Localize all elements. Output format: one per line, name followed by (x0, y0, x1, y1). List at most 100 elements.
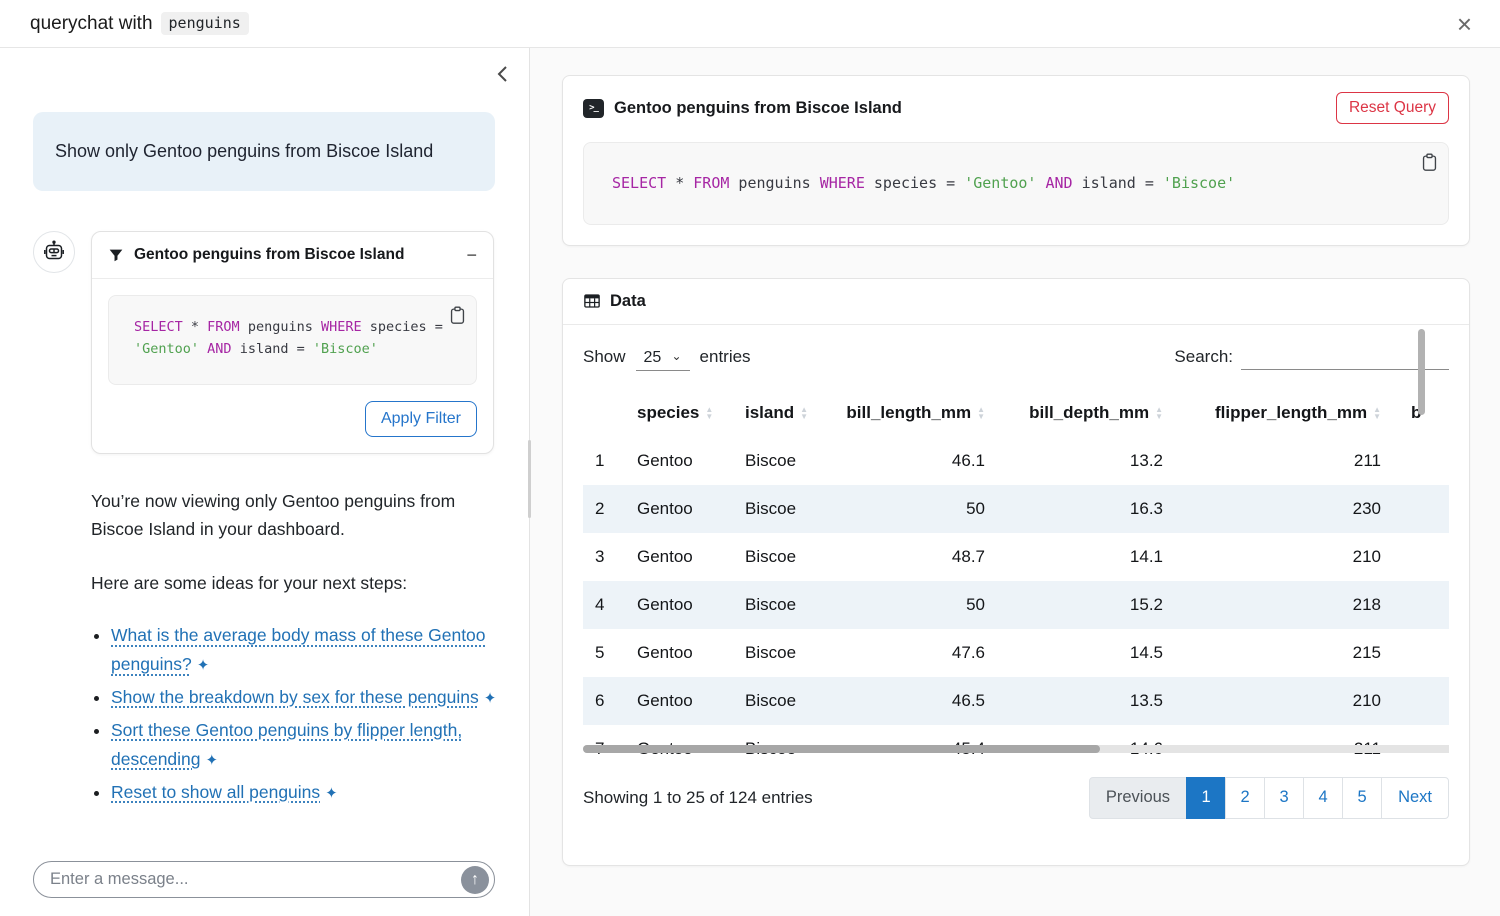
horizontal-scrollbar[interactable] (583, 744, 1449, 753)
col-header-index (583, 389, 625, 437)
table-scroll-container: species ▲ ▼ island ▲ ▼ bill_length_mm ▲ ▼ bill_de… (583, 389, 1449, 761)
sql-token: WHERE (819, 174, 865, 192)
col-header-island[interactable]: island ▲ ▼ (733, 389, 829, 437)
col-header-bill_length_mm[interactable]: bill_length_mm ▲ ▼ (829, 389, 1007, 437)
sql-token: 'Gentoo' (964, 174, 1037, 192)
table-row: 3 Gentoo Biscoe 48.7 14.1 210 (583, 533, 1449, 581)
sql-token: penguins (729, 174, 820, 192)
page-button-4[interactable]: 4 (1303, 776, 1344, 819)
app-title: querychat with (30, 12, 153, 34)
copy-icon[interactable] (1421, 153, 1438, 172)
penguins-table: species ▲ ▼ island ▲ ▼ bill_length_mm ▲ ▼ bill_de… (583, 389, 1449, 761)
vertical-scrollbar-thumb[interactable] (1418, 328, 1425, 415)
col-header-species[interactable]: species ▲ ▼ (625, 389, 733, 437)
table-cell: 16.3 (1129, 498, 1163, 518)
table-cell: Gentoo (637, 642, 693, 662)
sql-token: 'Gentoo' (134, 341, 200, 358)
filter-tool-card: Gentoo penguins from Biscoe Island − SEL… (91, 230, 494, 455)
table-row: 5 Gentoo Biscoe 47.6 14.5 215 (583, 629, 1449, 677)
table-body: 1 Gentoo Biscoe 46.1 13.2 211 2 Gentoo Biscoe 50 1… (583, 437, 1449, 761)
suggestion-link-1[interactable]: What is the average body mass of these G… (111, 625, 486, 675)
sql-token: FROM (693, 174, 730, 192)
table-head: species ▲ ▼ island ▲ ▼ bill_length_mm ▲ ▼ bill_de… (583, 389, 1449, 437)
suggestion-link-3[interactable]: Sort these Gentoo penguins by flipper le… (111, 719, 463, 769)
data-card-header: Data (563, 279, 1469, 325)
sidebar-resize-handle[interactable] (528, 440, 531, 518)
sql-query-text-main: SELECT * FROM penguins WHERE species = '… (584, 143, 1448, 224)
table-cell: Biscoe (745, 450, 797, 470)
table-cell: Biscoe (745, 594, 797, 614)
chat-input-container: ↑ (33, 861, 495, 898)
assistant-paragraph-1: You’re now viewing only Gentoo penguins … (91, 491, 456, 540)
terminal-icon: >_ (583, 98, 604, 118)
row-index-cell: 4 (595, 594, 605, 614)
page-size-select[interactable]: 25 (635, 346, 690, 371)
table-cell: 50 (966, 498, 985, 518)
page-button-next[interactable]: Next (1381, 776, 1449, 819)
copy-icon[interactable] (449, 306, 466, 325)
filter-funnel-icon (109, 249, 123, 262)
suggestion-link-2[interactable]: Show the breakdown by sex for these peng… (111, 687, 479, 708)
page-button-2[interactable]: 2 (1225, 776, 1266, 819)
col-header-bill_depth_mm[interactable]: bill_depth_mm ▲ ▼ (1007, 389, 1185, 437)
col-header-flipper_length_mm[interactable]: flipper_length_mm ▲ ▼ (1185, 389, 1397, 437)
sql-token: 'Biscoe' (1162, 174, 1236, 192)
apply-filter-button[interactable]: Apply Filter (364, 401, 477, 438)
assistant-message-row: Gentoo penguins from Biscoe Island − SEL… (33, 230, 494, 455)
sql-token: penguins (239, 318, 321, 335)
collapse-card-icon[interactable]: − (466, 244, 477, 265)
close-icon[interactable]: × (1456, 8, 1472, 39)
table-cell: 211 (1353, 450, 1381, 470)
filter-card-body: SELECT * FROM penguins WHERE species = '… (92, 279, 493, 454)
sidebar-collapse-icon[interactable] (496, 64, 509, 84)
table-cell: 13.5 (1129, 690, 1163, 710)
col-label: bill_length_mm (846, 402, 972, 422)
message-input[interactable] (50, 870, 461, 889)
table-row: 6 Gentoo Biscoe 46.5 13.5 210 (583, 676, 1449, 725)
suggestion-item: Reset to show all penguins✦ (111, 778, 503, 807)
sql-code-block-main: SELECT * FROM penguins WHERE species = '… (583, 142, 1449, 225)
sql-token: island = (231, 341, 313, 358)
send-button[interactable]: ↑ (461, 865, 489, 894)
sql-token: * (182, 318, 208, 335)
table-cell: 14.1 (1129, 546, 1163, 566)
sql-token: 'Biscoe' (312, 341, 378, 358)
page-button-1[interactable]: 1 (1186, 776, 1227, 819)
row-index-cell: 2 (595, 498, 605, 518)
reset-query-button[interactable]: Reset Query (1335, 92, 1449, 124)
page-button-5[interactable]: 5 (1342, 776, 1383, 819)
table-cell: Gentoo (637, 450, 693, 470)
top-bar: querychat with penguins × (0, 0, 1500, 48)
sql-token: SELECT (134, 318, 183, 335)
suggestion-item: Show the breakdown by sex for these peng… (111, 683, 503, 712)
table-cell: 210 (1352, 690, 1381, 710)
app-body: Show only Gentoo penguins from Biscoe Is… (0, 48, 1500, 916)
sort-icon: ▲ ▼ (1373, 405, 1381, 422)
assistant-text: You’re now viewing only Gentoo penguins … (91, 487, 501, 597)
table-cell: 45.4 (829, 725, 1007, 761)
sql-query-text: SELECT * FROM penguins WHERE species = '… (109, 296, 476, 385)
page-size-select-wrap: 25 ⌄ (635, 346, 690, 371)
horizontal-scrollbar-thumb[interactable] (583, 744, 1100, 753)
col-header-b[interactable]: b (1397, 389, 1449, 437)
query-card: >_ Gentoo penguins from Biscoe Island Re… (562, 75, 1470, 246)
sparkle-icon: ✦ (483, 690, 497, 708)
sql-token: species = (361, 318, 452, 335)
table-row: 4 Gentoo Biscoe 50 15.2 218 (583, 580, 1449, 629)
suggestion-link-4[interactable]: Reset to show all penguins (111, 781, 321, 802)
table-cell: Biscoe (733, 725, 829, 761)
sql-token: * (666, 174, 694, 192)
search-input[interactable] (1241, 346, 1449, 370)
table-cell: 15.2 (1129, 594, 1163, 614)
assistant-paragraph-2: Here are some ideas for your next steps: (91, 573, 408, 594)
sparkle-icon: ✦ (196, 657, 210, 675)
row-index-cell: 5 (595, 642, 605, 662)
page-button-3[interactable]: 3 (1264, 776, 1305, 819)
sql-token: WHERE (320, 318, 362, 335)
table-cell: Biscoe (745, 498, 797, 518)
vertical-scrollbar[interactable] (1418, 328, 1425, 647)
table-cell: Gentoo (637, 594, 693, 614)
table-row: 7GentooBiscoe45.414.6211 (583, 725, 1449, 761)
table-cell: 50 (966, 594, 985, 614)
col-label: species (637, 402, 700, 422)
